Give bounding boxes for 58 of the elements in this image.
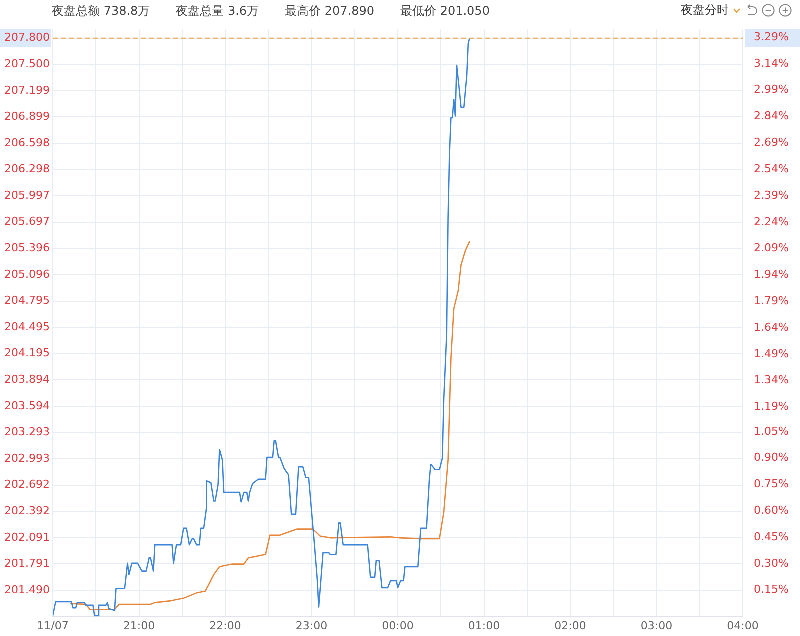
y-tick-label: 206.298 bbox=[4, 162, 50, 176]
x-tick-label: 23:00 bbox=[296, 619, 328, 632]
y2-tick-label: 3.29% bbox=[754, 30, 789, 44]
y-tick-label: 207.199 bbox=[4, 84, 50, 97]
text: 夜盘分时 bbox=[681, 2, 729, 19]
y2-tick-label: 1.79% bbox=[754, 294, 789, 308]
y2-tick-label: 0.75% bbox=[754, 478, 789, 491]
y-tick-label: 202.692 bbox=[4, 478, 50, 492]
x-tick-label: 03:00 bbox=[640, 619, 673, 632]
x-tick-label: 04:00 bbox=[727, 619, 759, 632]
y2-tick-label: 3.14% bbox=[754, 56, 789, 70]
x-tick-label: 21:00 bbox=[123, 619, 156, 632]
text: 夜盘总额 738.8万 bbox=[52, 3, 150, 20]
y2-tick-label: 1.19% bbox=[754, 400, 789, 414]
text: 最低价 201.050 bbox=[400, 3, 490, 20]
x-tick-label: 22:00 bbox=[210, 619, 242, 632]
y-tick-label: 206.598 bbox=[4, 136, 50, 150]
x-tick-label: 01:00 bbox=[468, 619, 500, 632]
y2-tick-label: 0.15% bbox=[754, 583, 789, 596]
x-tick-label: 11/07 bbox=[37, 619, 69, 632]
y2-tick-label: 1.05% bbox=[754, 424, 789, 438]
y2-tick-label: 2.39% bbox=[754, 188, 789, 202]
y2-tick-label: 0.45% bbox=[754, 530, 789, 544]
y-tick-label: 207.800 bbox=[4, 31, 50, 44]
y2-tick-label: 2.84% bbox=[754, 110, 789, 123]
y2-tick-label: 2.69% bbox=[754, 136, 789, 150]
y-tick-label: 207.500 bbox=[4, 57, 50, 70]
y-tick-label: 204.495 bbox=[4, 320, 50, 334]
y-tick-label: 201.490 bbox=[4, 583, 50, 596]
y2-tick-label: 1.64% bbox=[754, 320, 789, 334]
text: 夜盘总量 3.6万 bbox=[176, 3, 260, 20]
y-tick-label: 203.594 bbox=[4, 399, 50, 412]
y2-tick-label: 2.99% bbox=[754, 83, 789, 96]
text: 最高价 207.890 bbox=[285, 3, 375, 20]
y-tick-label: 206.899 bbox=[4, 110, 50, 124]
y-tick-label: 201.791 bbox=[4, 557, 50, 570]
y2-tick-label: 1.34% bbox=[754, 374, 789, 387]
y-tick-label: 202.091 bbox=[4, 530, 50, 544]
y-tick-label: 205.096 bbox=[4, 268, 50, 281]
y-tick-label: 203.894 bbox=[4, 373, 50, 386]
y-tick-label: 203.293 bbox=[4, 426, 50, 439]
y2-tick-label: 1.94% bbox=[754, 268, 789, 282]
y-tick-label: 205.997 bbox=[4, 188, 50, 202]
x-tick-label: 00:00 bbox=[382, 619, 414, 632]
y2-tick-label: 2.24% bbox=[754, 215, 789, 228]
y2-tick-label: 2.54% bbox=[754, 162, 789, 176]
x-tick-label: 02:00 bbox=[554, 619, 586, 632]
y2-tick-label: 1.49% bbox=[754, 347, 789, 360]
y2-tick-label: 2.09% bbox=[754, 242, 789, 255]
y2-tick-label: 0.90% bbox=[754, 451, 789, 464]
y-tick-label: 204.195 bbox=[4, 346, 50, 360]
y-tick-label: 205.396 bbox=[4, 242, 50, 255]
y-tick-label: 205.697 bbox=[4, 215, 50, 228]
y2-tick-label: 0.30% bbox=[754, 556, 789, 570]
y-tick-label: 202.392 bbox=[4, 504, 50, 518]
y2-tick-label: 0.60% bbox=[754, 504, 789, 518]
y-tick-label: 202.993 bbox=[4, 452, 50, 465]
y-tick-label: 204.795 bbox=[4, 294, 50, 308]
